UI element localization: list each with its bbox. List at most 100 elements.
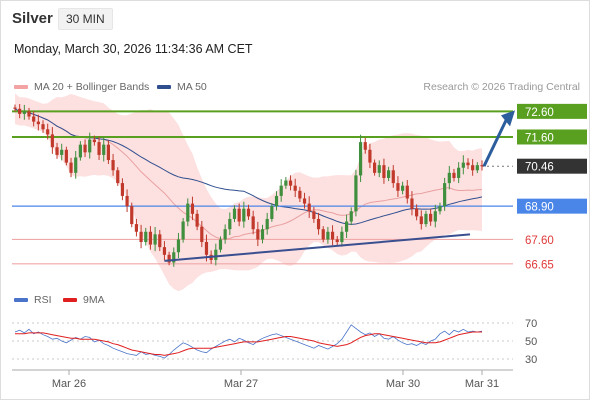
level-box-70.46 bbox=[517, 158, 587, 174]
legend-rsi-ma: 9MA bbox=[63, 294, 105, 306]
instrument-title: Silver bbox=[12, 10, 53, 27]
x-tick-label: Mar 26 bbox=[52, 378, 86, 390]
candle-body bbox=[83, 144, 87, 153]
candle-body bbox=[64, 149, 68, 163]
candle-body bbox=[391, 170, 395, 184]
candle-body bbox=[186, 203, 190, 222]
legend-bollinger: MA 20 + Bollinger Bands bbox=[14, 81, 149, 93]
candle-body bbox=[204, 242, 209, 255]
candle-body bbox=[88, 139, 92, 153]
candle-body bbox=[288, 180, 293, 186]
level-label-68.90: 68.90 bbox=[525, 202, 554, 214]
candle-body bbox=[274, 195, 279, 207]
candle-body bbox=[172, 252, 176, 263]
level-label-67.60: 67.60 bbox=[525, 235, 554, 247]
candle-body bbox=[69, 162, 73, 173]
candle-body bbox=[330, 231, 335, 240]
candle-body bbox=[410, 198, 414, 209]
legend-ma50: MA 50 bbox=[157, 81, 207, 93]
rsi-ma-swatch bbox=[63, 298, 77, 302]
candle-body bbox=[363, 142, 367, 150]
forecast-arrow bbox=[482, 119, 508, 167]
candle-body bbox=[372, 162, 377, 173]
candle-body bbox=[256, 229, 260, 240]
candle-body bbox=[92, 139, 96, 143]
candle-body bbox=[232, 208, 237, 219]
forecast-arrowhead bbox=[501, 110, 515, 127]
candle-body bbox=[349, 211, 353, 222]
level-label-66.65: 66.65 bbox=[525, 259, 554, 271]
candle-body bbox=[102, 144, 106, 155]
candle-body bbox=[354, 175, 358, 212]
candle-body bbox=[97, 142, 101, 155]
candle-body bbox=[335, 239, 339, 243]
x-tick-label: Mar 30 bbox=[386, 378, 420, 390]
credit-text: Research © 2026 Trading Central bbox=[423, 81, 580, 93]
candle-body bbox=[443, 183, 447, 207]
candle-body bbox=[181, 221, 185, 240]
candle-body bbox=[167, 254, 171, 263]
candle-body bbox=[452, 172, 456, 178]
level-label-70.46: 70.46 bbox=[525, 162, 554, 174]
candle-body bbox=[176, 239, 181, 253]
candle-body bbox=[134, 224, 139, 232]
ma50-swatch bbox=[157, 85, 171, 89]
candle-body bbox=[218, 239, 223, 250]
candle-body bbox=[475, 165, 479, 171]
candle-body bbox=[41, 124, 45, 130]
candle-body bbox=[382, 165, 386, 178]
candle-body bbox=[125, 195, 129, 207]
candle-body bbox=[200, 226, 204, 243]
candle-body bbox=[447, 172, 451, 184]
candle-body bbox=[190, 203, 195, 214]
candle-body bbox=[368, 149, 372, 163]
candle-body bbox=[307, 203, 311, 212]
level-box-68.90 bbox=[517, 198, 587, 214]
candle-body bbox=[106, 144, 110, 161]
candle-body bbox=[32, 116, 36, 122]
candle-body bbox=[405, 185, 409, 199]
candle-body bbox=[223, 229, 227, 240]
candle-body bbox=[214, 249, 218, 260]
legend-bollinger-label: MA 20 + Bollinger Bands bbox=[34, 81, 150, 93]
candle-body bbox=[471, 165, 475, 171]
candle-body bbox=[302, 198, 307, 204]
candle-body bbox=[358, 142, 363, 176]
candle-body bbox=[438, 206, 442, 212]
candle-body bbox=[284, 180, 288, 186]
rsi-tick-label: 30 bbox=[525, 354, 537, 366]
candle-body bbox=[78, 144, 82, 158]
candle-body bbox=[148, 231, 153, 245]
candle-body bbox=[377, 165, 381, 173]
candle-body bbox=[461, 162, 465, 168]
candle-body bbox=[46, 129, 50, 135]
rsi-ma-line bbox=[15, 331, 482, 356]
candle-body bbox=[144, 231, 148, 243]
rsi-tick-label: 70 bbox=[525, 318, 537, 330]
candle-body bbox=[195, 213, 199, 227]
candle-body bbox=[415, 208, 419, 217]
candle-body bbox=[293, 185, 297, 191]
candle-body bbox=[74, 157, 78, 173]
candle-body bbox=[312, 211, 316, 219]
candle-body bbox=[316, 218, 321, 230]
candle-body bbox=[265, 218, 269, 230]
timeframe-button[interactable]: 30 MIN bbox=[58, 8, 113, 30]
candle-body bbox=[419, 216, 423, 225]
candle-body bbox=[279, 185, 283, 196]
candle-body bbox=[228, 218, 232, 230]
candle-body bbox=[270, 206, 274, 219]
candle-body bbox=[55, 147, 59, 155]
level-label-72.60: 72.60 bbox=[525, 107, 554, 119]
candle-body bbox=[116, 170, 120, 184]
x-tick-label: Mar 27 bbox=[224, 378, 258, 390]
candle-body bbox=[111, 160, 115, 171]
level-label-71.60: 71.60 bbox=[525, 132, 554, 144]
candle-body bbox=[429, 213, 433, 222]
level-box-71.60 bbox=[517, 129, 587, 145]
candle-body bbox=[457, 167, 461, 178]
candle-body bbox=[326, 231, 330, 240]
candle-body bbox=[120, 183, 125, 196]
